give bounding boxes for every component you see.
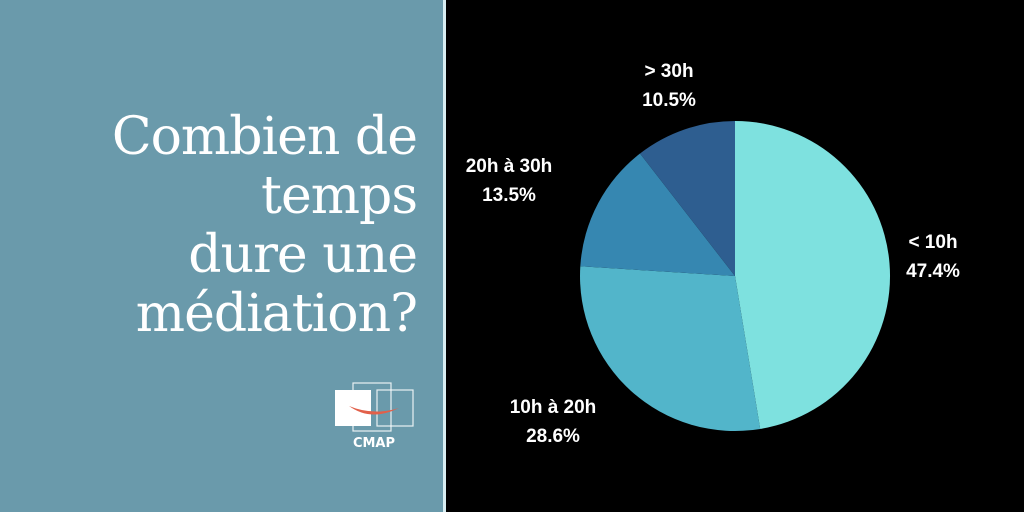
panel-divider [443, 0, 446, 512]
logo-caption: CMAP [352, 436, 396, 451]
cmap-logo: CMAP [333, 382, 415, 454]
pie-chart: < 10h 47.4% 10h à 20h 28.6% 20h à 30h 13.5% > … [466, 61, 960, 447]
headline-line-2: temps [261, 166, 418, 226]
pie-slice-value-2: 28.6% [526, 426, 580, 447]
logo-square-outline-2 [376, 389, 414, 427]
right-panel: < 10h 47.4% 10h à 20h 28.6% 20h à 30h 13.5% > … [446, 0, 1024, 512]
left-panel: Combien de temps dure une médiation? CMA… [0, 0, 443, 512]
pie-slice-label-4: > 30h [644, 61, 693, 82]
logo-square-outline-1 [352, 382, 392, 432]
pie-slice-4 [640, 121, 735, 276]
headline: Combien de temps dure une médiation? [17, 107, 418, 344]
pie-slice-label-1: < 10h [908, 232, 957, 253]
pie-slice-value-3: 13.5% [482, 185, 536, 206]
headline-line-1: Combien de [111, 107, 418, 167]
cmap-logo-mark [335, 382, 414, 432]
pie-slice-label-3: 20h à 30h [466, 156, 553, 177]
logo-swoosh-icon [349, 406, 399, 415]
pie-slice-3 [580, 153, 735, 276]
pie-slices [580, 121, 891, 432]
pie-slice-value-4: 10.5% [642, 90, 696, 111]
headline-line-3: dure une [188, 225, 418, 285]
headline-line-4: médiation? [135, 284, 418, 344]
pie-slice-value-1: 47.4% [906, 261, 960, 282]
pie-slice-label-2: 10h à 20h [510, 397, 597, 418]
pie-labels: < 10h 47.4% 10h à 20h 28.6% 20h à 30h 13.5% > … [466, 61, 960, 447]
pie-slice-1 [735, 121, 891, 429]
pie-slice-2 [580, 266, 761, 432]
